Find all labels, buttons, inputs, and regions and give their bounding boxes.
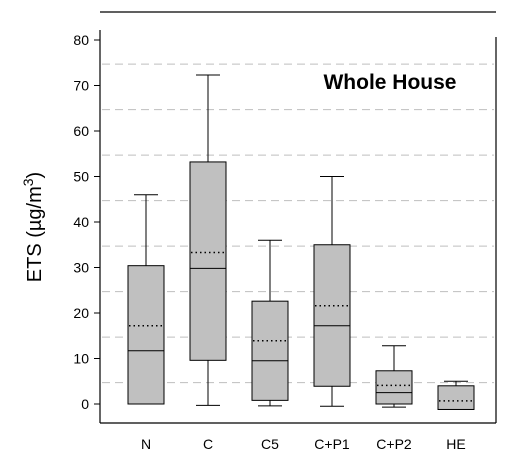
- box: [127, 265, 165, 405]
- y-tick-label: 40: [73, 214, 89, 230]
- x-tick-label: C5: [261, 436, 279, 452]
- box-group: [251, 239, 289, 407]
- box-group: [189, 74, 227, 406]
- chart-title: Whole House: [323, 71, 456, 94]
- y-tick-label: 20: [73, 305, 89, 321]
- y-tick-label: 10: [73, 351, 89, 367]
- y-tick-label: 70: [73, 78, 89, 94]
- y-tick-label: 50: [73, 169, 89, 185]
- x-tick-label: HE: [446, 436, 465, 452]
- x-tick-label: N: [141, 436, 151, 452]
- y-tick-label: 80: [73, 32, 89, 48]
- box-group: [437, 380, 475, 410]
- box: [251, 300, 289, 401]
- y-axis-title-main: ETS (µg/m: [24, 186, 46, 282]
- x-tick-label: C: [203, 436, 213, 452]
- box: [375, 370, 413, 405]
- box-group: [127, 194, 165, 405]
- y-tick-label: 60: [73, 123, 89, 139]
- box: [313, 244, 351, 387]
- y-axis-title: ETS (µg/m3): [20, 172, 46, 282]
- x-tick-labels: N C C5 C+P1 C+P2 HE: [141, 436, 466, 452]
- grid-lines: [102, 63, 494, 384]
- y-tick-label: 0: [81, 396, 89, 412]
- y-axis-title-sup: 3: [20, 178, 36, 186]
- box-group: [313, 176, 351, 407]
- boxes: [127, 74, 475, 410]
- y-axis-title-end: ): [24, 172, 46, 179]
- x-tick-label: C+P2: [376, 436, 412, 452]
- y-tick-label: 30: [73, 260, 89, 276]
- box: [437, 385, 475, 410]
- box: [189, 161, 227, 361]
- y-ticks: 0 10 20 30 40 50 60 70 80: [73, 32, 100, 412]
- box-group: [375, 345, 413, 408]
- x-tick-label: C+P1: [314, 436, 350, 452]
